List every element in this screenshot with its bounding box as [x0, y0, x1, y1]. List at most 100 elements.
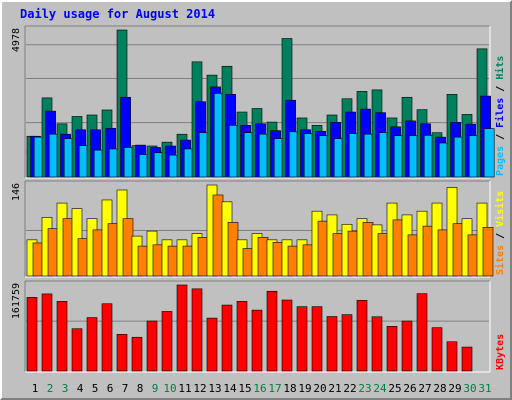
day-label-9: 9	[152, 382, 159, 395]
bar-kbytes-day-29	[446, 341, 458, 372]
bar-kbytes-day-13	[206, 317, 218, 372]
bar-sites-day-21	[332, 233, 344, 277]
bar-sites-day-12	[197, 237, 209, 277]
day-label-18: 18	[283, 382, 296, 395]
bar-sites-day-30	[467, 234, 479, 277]
bar-kbytes-day-11	[176, 284, 188, 372]
chart-panels: 4978 Pages / Files / Hits 146 Sites / Visit…	[11, 25, 506, 373]
bar-sites-day-9	[152, 244, 164, 277]
bar-sites-day-14	[227, 222, 239, 277]
day-label-28: 28	[433, 382, 446, 395]
bar-kbytes-day-16	[251, 309, 263, 372]
day-label-21: 21	[328, 382, 341, 395]
day-label-25: 25	[388, 382, 401, 395]
day-label-20: 20	[313, 382, 326, 395]
legend-entry: KBytes	[495, 334, 506, 370]
bar-kbytes-day-5	[86, 317, 98, 372]
legend-entry: Files	[494, 98, 506, 128]
bar-sites-day-27	[422, 225, 434, 277]
series-legend: Pages / Files / Hits	[494, 56, 506, 176]
bar-kbytes-day-26	[401, 320, 413, 372]
day-label-29: 29	[448, 382, 461, 395]
bar-pages-day-31	[483, 128, 495, 178]
bar-sites-day-25	[392, 219, 404, 277]
legend-entry: Sites	[494, 245, 506, 275]
day-label-3: 3	[62, 382, 69, 395]
day-label-4: 4	[77, 382, 84, 395]
visits-sites-panel: 146 Sites / Visits	[11, 180, 506, 278]
day-label-15: 15	[238, 382, 251, 395]
bar-sites-day-8	[137, 245, 149, 277]
day-label-11: 11	[178, 382, 191, 395]
bar-sites-day-22	[347, 230, 359, 277]
bar-kbytes-day-22	[341, 314, 353, 372]
y-max-label: 4978	[11, 28, 22, 52]
bar-sites-day-31	[482, 227, 494, 277]
day-label-7: 7	[122, 382, 129, 395]
bar-sites-day-26	[407, 234, 419, 277]
bar-kbytes-day-15	[236, 301, 248, 372]
day-label-10: 10	[163, 382, 176, 395]
legend-entry: /	[495, 128, 506, 146]
day-label-26: 26	[403, 382, 416, 395]
bar-sites-day-7	[122, 218, 134, 277]
series-legend: KBytes	[495, 334, 506, 370]
bar-sites-day-19	[302, 244, 314, 277]
day-label-30: 30	[463, 382, 476, 395]
bar-kbytes-day-9	[146, 320, 158, 372]
day-label-6: 6	[107, 382, 114, 395]
bar-sites-day-20	[317, 220, 329, 277]
day-label-23: 23	[358, 382, 371, 395]
bar-sites-day-2	[47, 228, 59, 277]
day-label-13: 13	[208, 382, 221, 395]
bar-kbytes-day-2	[41, 293, 53, 372]
bar-sites-day-18	[287, 245, 299, 277]
bar-kbytes-day-20	[311, 306, 323, 372]
y-max-label: 146	[11, 183, 22, 201]
legend-entry: /	[495, 80, 506, 98]
legend-entry: Pages	[495, 146, 506, 176]
bar-kbytes-day-27	[416, 293, 428, 372]
bar-sites-day-10	[167, 245, 179, 277]
bar-kbytes-day-24	[371, 316, 383, 372]
bar-kbytes-day-19	[296, 306, 308, 372]
bar-kbytes-day-6	[101, 303, 113, 372]
day-label-17: 17	[268, 382, 281, 395]
day-label-12: 12	[193, 382, 206, 395]
chart-title: Daily usage for August 2014	[20, 7, 215, 21]
bar-sites-day-6	[107, 223, 119, 277]
bar-sites-day-3	[62, 218, 74, 277]
day-label-31: 31	[478, 382, 491, 395]
bar-kbytes-day-25	[386, 326, 398, 372]
bar-sites-day-11	[182, 245, 194, 277]
bar-kbytes-day-17	[266, 290, 278, 372]
bar-kbytes-day-12	[191, 288, 203, 372]
y-max-label: 161759	[11, 283, 22, 319]
bar-kbytes-day-1	[26, 297, 38, 372]
day-label-22: 22	[343, 382, 356, 395]
bar-kbytes-day-23	[356, 299, 368, 372]
series-legend: Sites / Visits	[494, 191, 506, 275]
day-label-2: 2	[47, 382, 54, 395]
day-label-19: 19	[298, 382, 311, 395]
bar-sites-day-28	[437, 229, 449, 277]
bar-sites-day-4	[77, 238, 89, 277]
hits-files-pages-panel: 4978 Pages / Files / Hits	[11, 25, 506, 179]
kbytes-panel: 161759 KBytes	[11, 280, 506, 373]
bar-kbytes-day-7	[116, 334, 128, 372]
bar-kbytes-day-4	[71, 328, 83, 372]
day-label-24: 24	[373, 382, 387, 395]
bar-sites-day-16	[257, 237, 269, 277]
bar-sites-day-17	[272, 242, 284, 277]
bar-sites-day-23	[362, 222, 374, 277]
bar-kbytes-day-30	[461, 346, 473, 372]
day-label-16: 16	[253, 382, 266, 395]
legend-entry: Visits	[494, 191, 506, 227]
bar-sites-day-13	[212, 194, 224, 277]
bar-kbytes-day-10	[161, 311, 173, 372]
day-label-14: 14	[223, 382, 237, 395]
bar-kbytes-day-28	[431, 327, 443, 372]
bar-kbytes-day-8	[131, 336, 143, 372]
day-label-8: 8	[137, 382, 144, 395]
